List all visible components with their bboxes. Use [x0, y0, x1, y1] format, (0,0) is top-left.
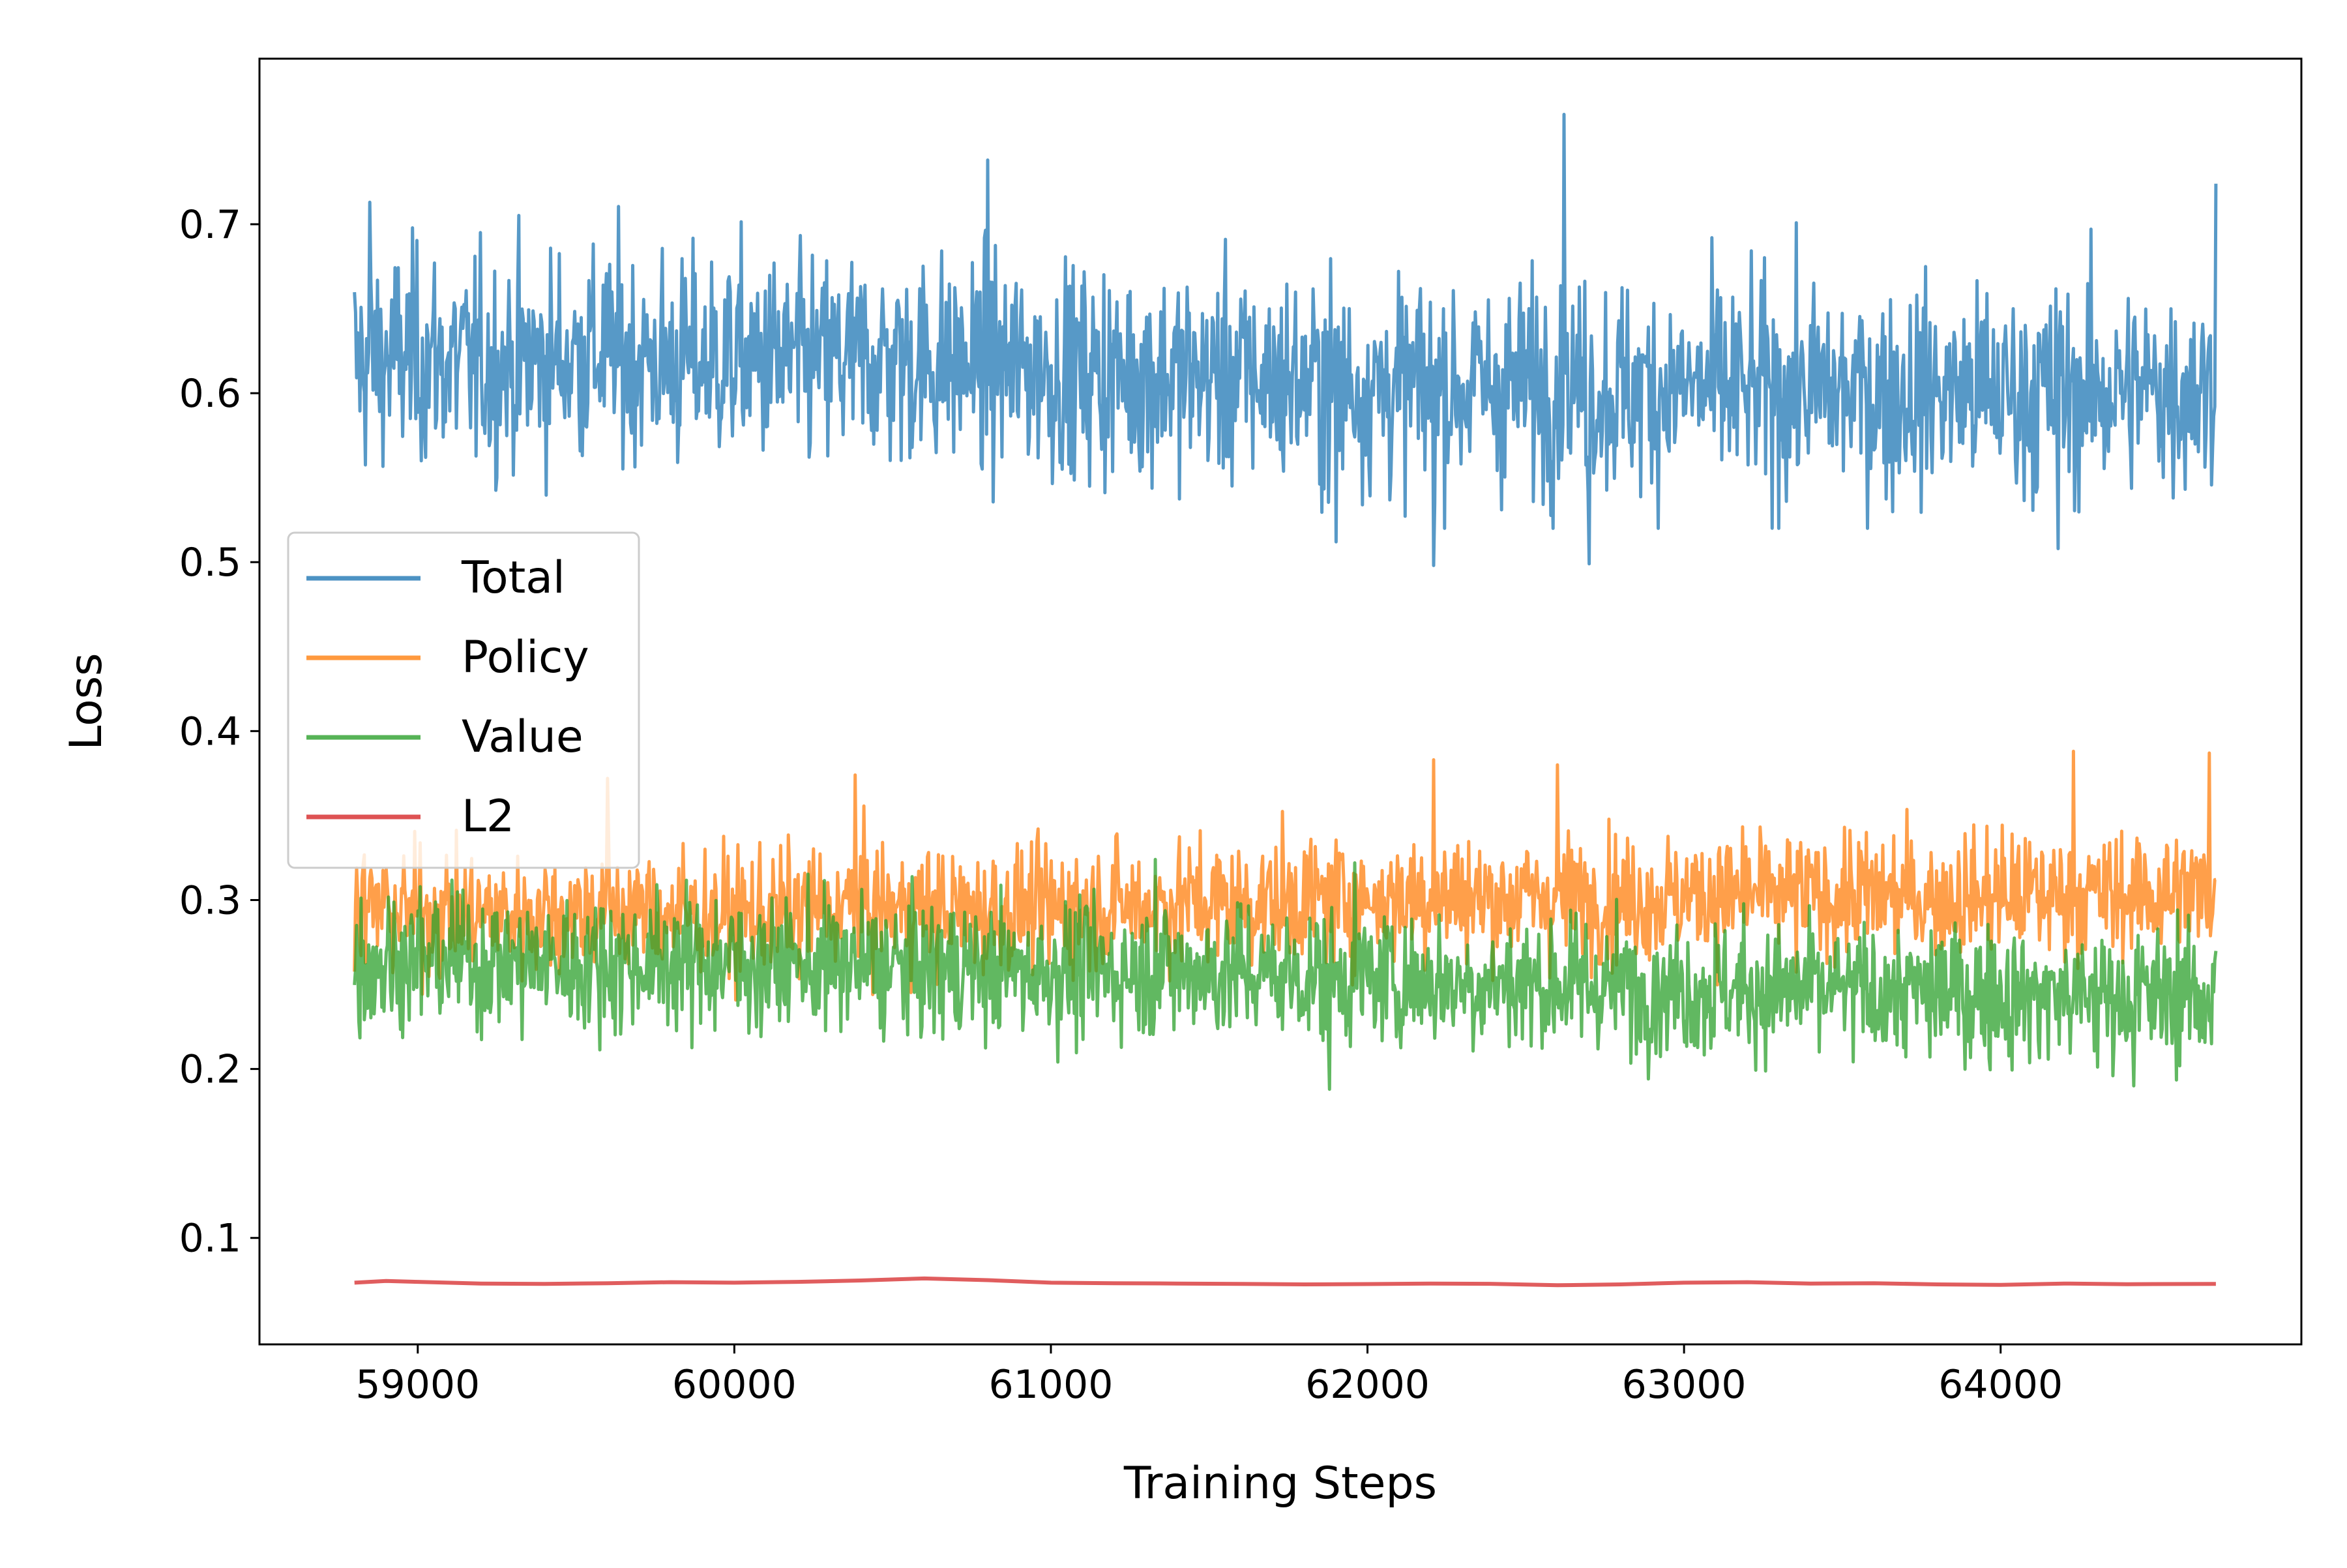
- y-tick-label: 0.3: [179, 878, 241, 923]
- series-line-total: [353, 113, 2218, 567]
- series-line-value: [353, 857, 2218, 1091]
- legend-label-value: Value: [462, 711, 583, 763]
- x-tick-label: 63000: [1622, 1362, 1747, 1408]
- y-tick-label: 0.7: [179, 202, 241, 248]
- legend: Total Policy Value L2: [287, 531, 640, 869]
- y-axis-label: Loss: [61, 653, 112, 750]
- x-tick-label: 59000: [355, 1362, 480, 1408]
- legend-label-policy: Policy: [462, 632, 589, 683]
- plot-frame: [258, 57, 2303, 1346]
- legend-box: [287, 531, 640, 869]
- x-tick-label: 64000: [1938, 1362, 2063, 1408]
- x-tick-label: 61000: [989, 1362, 1114, 1408]
- y-tick-label: 0.6: [179, 371, 241, 417]
- legend-label-total: Total: [461, 552, 565, 604]
- legend-label-l2: L2: [462, 791, 514, 842]
- x-tick-label: 60000: [672, 1362, 797, 1408]
- y-tick-label: 0.1: [179, 1216, 241, 1262]
- y-tick-label: 0.2: [179, 1047, 241, 1093]
- x-axis-label: Training Steps: [1123, 1458, 1437, 1509]
- x-axis: 59000 60000 61000 62000 63000 64000: [355, 1344, 2063, 1408]
- y-tick-label: 0.4: [179, 709, 241, 754]
- y-axis: 0.1 0.2 0.3 0.4 0.5 0.6 0.7: [179, 202, 259, 1262]
- y-tick-label: 0.5: [179, 540, 241, 585]
- series-layer: [353, 113, 2218, 1288]
- x-tick-label: 62000: [1305, 1362, 1430, 1408]
- series-line-l2: [354, 1276, 2216, 1288]
